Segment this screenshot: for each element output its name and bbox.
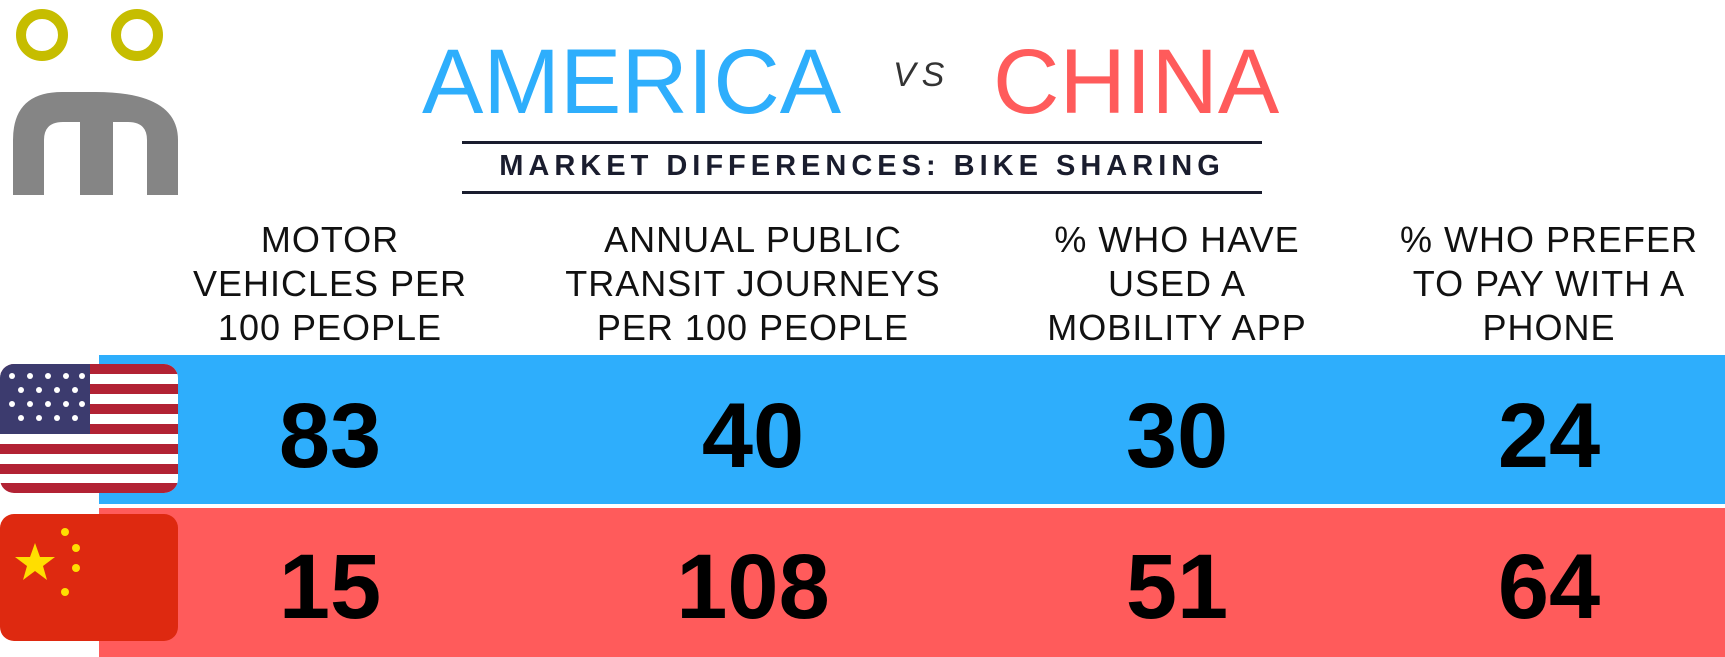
- title-right: CHINA: [993, 31, 1280, 133]
- rule: [462, 191, 1262, 194]
- title-left: AMERICA: [422, 31, 842, 133]
- china-flag: [0, 514, 178, 641]
- rule: [462, 141, 1262, 144]
- column-header: % WHO HAVE USED A MOBILITY APP: [1047, 219, 1307, 348]
- subtitle: MARKET DIFFERENCES: BIKE SHARING: [499, 150, 1225, 182]
- cell: 64: [1497, 536, 1601, 638]
- us-flag: [0, 364, 178, 493]
- column-header: % WHO PREFER TO PAY WITH A PHONE: [1399, 219, 1698, 348]
- cell: 51: [1125, 536, 1229, 638]
- cell: 83: [278, 385, 382, 487]
- us-band: [99, 355, 1725, 504]
- cell: 40: [701, 385, 805, 487]
- cell: 24: [1497, 385, 1601, 487]
- cell: 15: [278, 536, 382, 638]
- column-header: MOTOR VEHICLES PER 100 PEOPLE: [192, 219, 468, 348]
- china-band: [99, 508, 1725, 657]
- cell: 108: [676, 536, 830, 638]
- logo: [13, 9, 178, 195]
- column-header: ANNUAL PUBLIC TRANSIT JOURNEYS PER 100 P…: [565, 219, 941, 348]
- cell: 30: [1125, 385, 1229, 487]
- vs: VS: [893, 56, 951, 94]
